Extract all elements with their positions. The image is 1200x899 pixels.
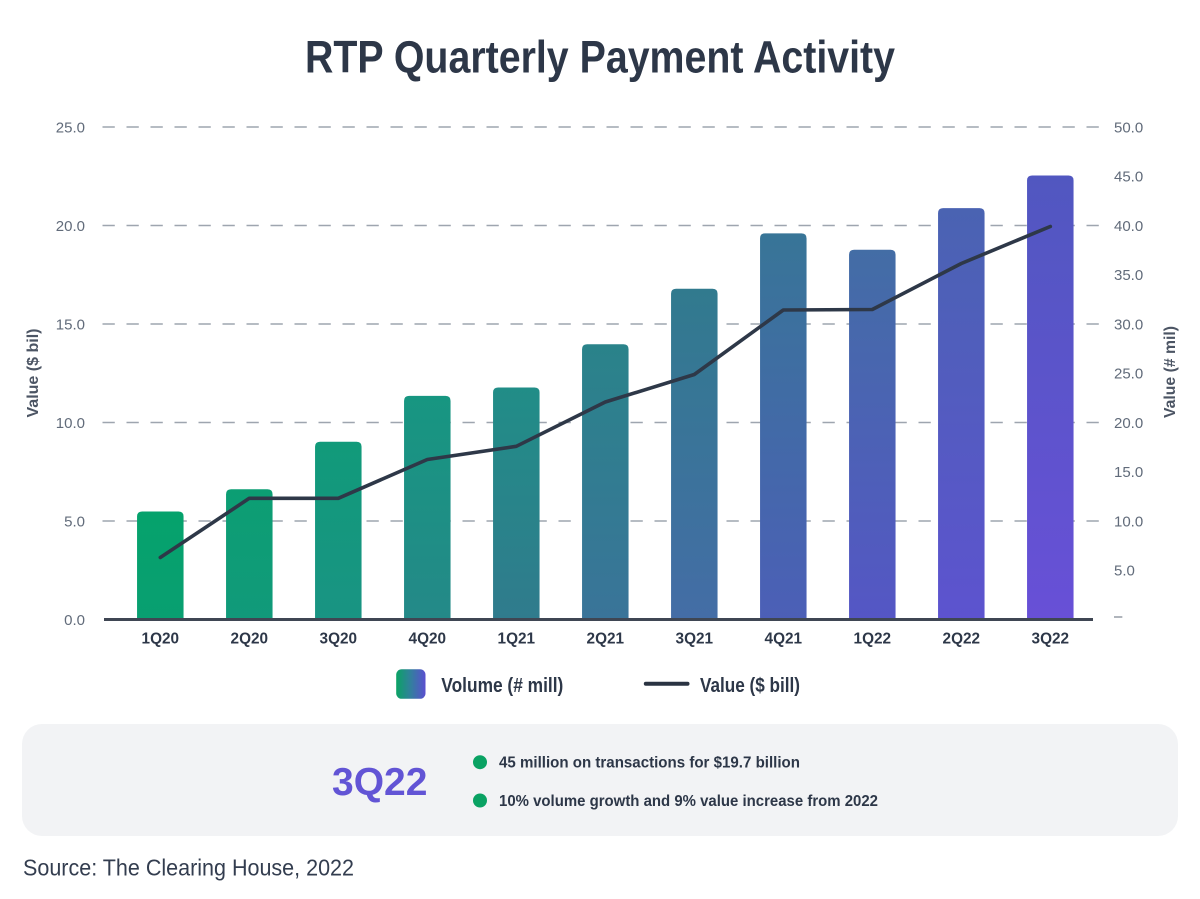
svg-text:10% volume growth and 9% value: 10% volume growth and 9% value increase … [499, 793, 878, 810]
svg-text:40.0: 40.0 [1114, 218, 1143, 235]
svg-text:3Q20: 3Q20 [320, 631, 358, 648]
svg-text:5.0: 5.0 [64, 513, 85, 530]
svg-text:15.0: 15.0 [56, 316, 85, 333]
svg-text:Volume (# mill): Volume (# mill) [441, 675, 563, 697]
svg-text:10.0: 10.0 [1114, 513, 1143, 530]
svg-text:0.0: 0.0 [64, 612, 85, 629]
svg-text:25.0: 25.0 [1114, 366, 1143, 383]
svg-text:Value ($ bill): Value ($ bill) [700, 675, 800, 697]
svg-text:2Q21: 2Q21 [587, 631, 625, 648]
svg-text:3Q22: 3Q22 [332, 761, 427, 804]
svg-text:3Q22: 3Q22 [1032, 631, 1070, 648]
svg-text:20.0: 20.0 [1114, 415, 1143, 432]
svg-text:Value (# mil): Value (# mil) [1162, 326, 1179, 418]
svg-text:4Q20: 4Q20 [409, 631, 447, 648]
svg-text:–: – [1114, 608, 1123, 625]
svg-text:35.0: 35.0 [1114, 267, 1143, 284]
svg-text:4Q21: 4Q21 [765, 631, 803, 648]
svg-text:2Q20: 2Q20 [231, 631, 269, 648]
svg-text:15.0: 15.0 [1114, 464, 1143, 481]
svg-text:Value ($ bil): Value ($ bil) [25, 329, 42, 418]
svg-text:1Q20: 1Q20 [142, 631, 180, 648]
svg-text:10.0: 10.0 [56, 415, 85, 432]
svg-text:Source: The Clearing House, 20: Source: The Clearing House, 2022 [23, 855, 354, 881]
svg-text:50.0: 50.0 [1114, 119, 1143, 136]
svg-text:3Q21: 3Q21 [676, 631, 714, 648]
svg-text:45.0: 45.0 [1114, 169, 1143, 186]
svg-text:25.0: 25.0 [56, 119, 85, 136]
svg-text:2Q22: 2Q22 [943, 631, 981, 648]
svg-text:45 million on transactions for: 45 million on transactions for $19.7 bil… [499, 755, 800, 772]
svg-text:20.0: 20.0 [56, 218, 85, 235]
svg-text:30.0: 30.0 [1114, 316, 1143, 333]
svg-text:1Q21: 1Q21 [498, 631, 536, 648]
svg-text:5.0: 5.0 [1114, 563, 1135, 580]
svg-text:1Q22: 1Q22 [854, 631, 892, 648]
svg-text:RTP Quarterly Payment Activity: RTP Quarterly Payment Activity [305, 32, 895, 83]
